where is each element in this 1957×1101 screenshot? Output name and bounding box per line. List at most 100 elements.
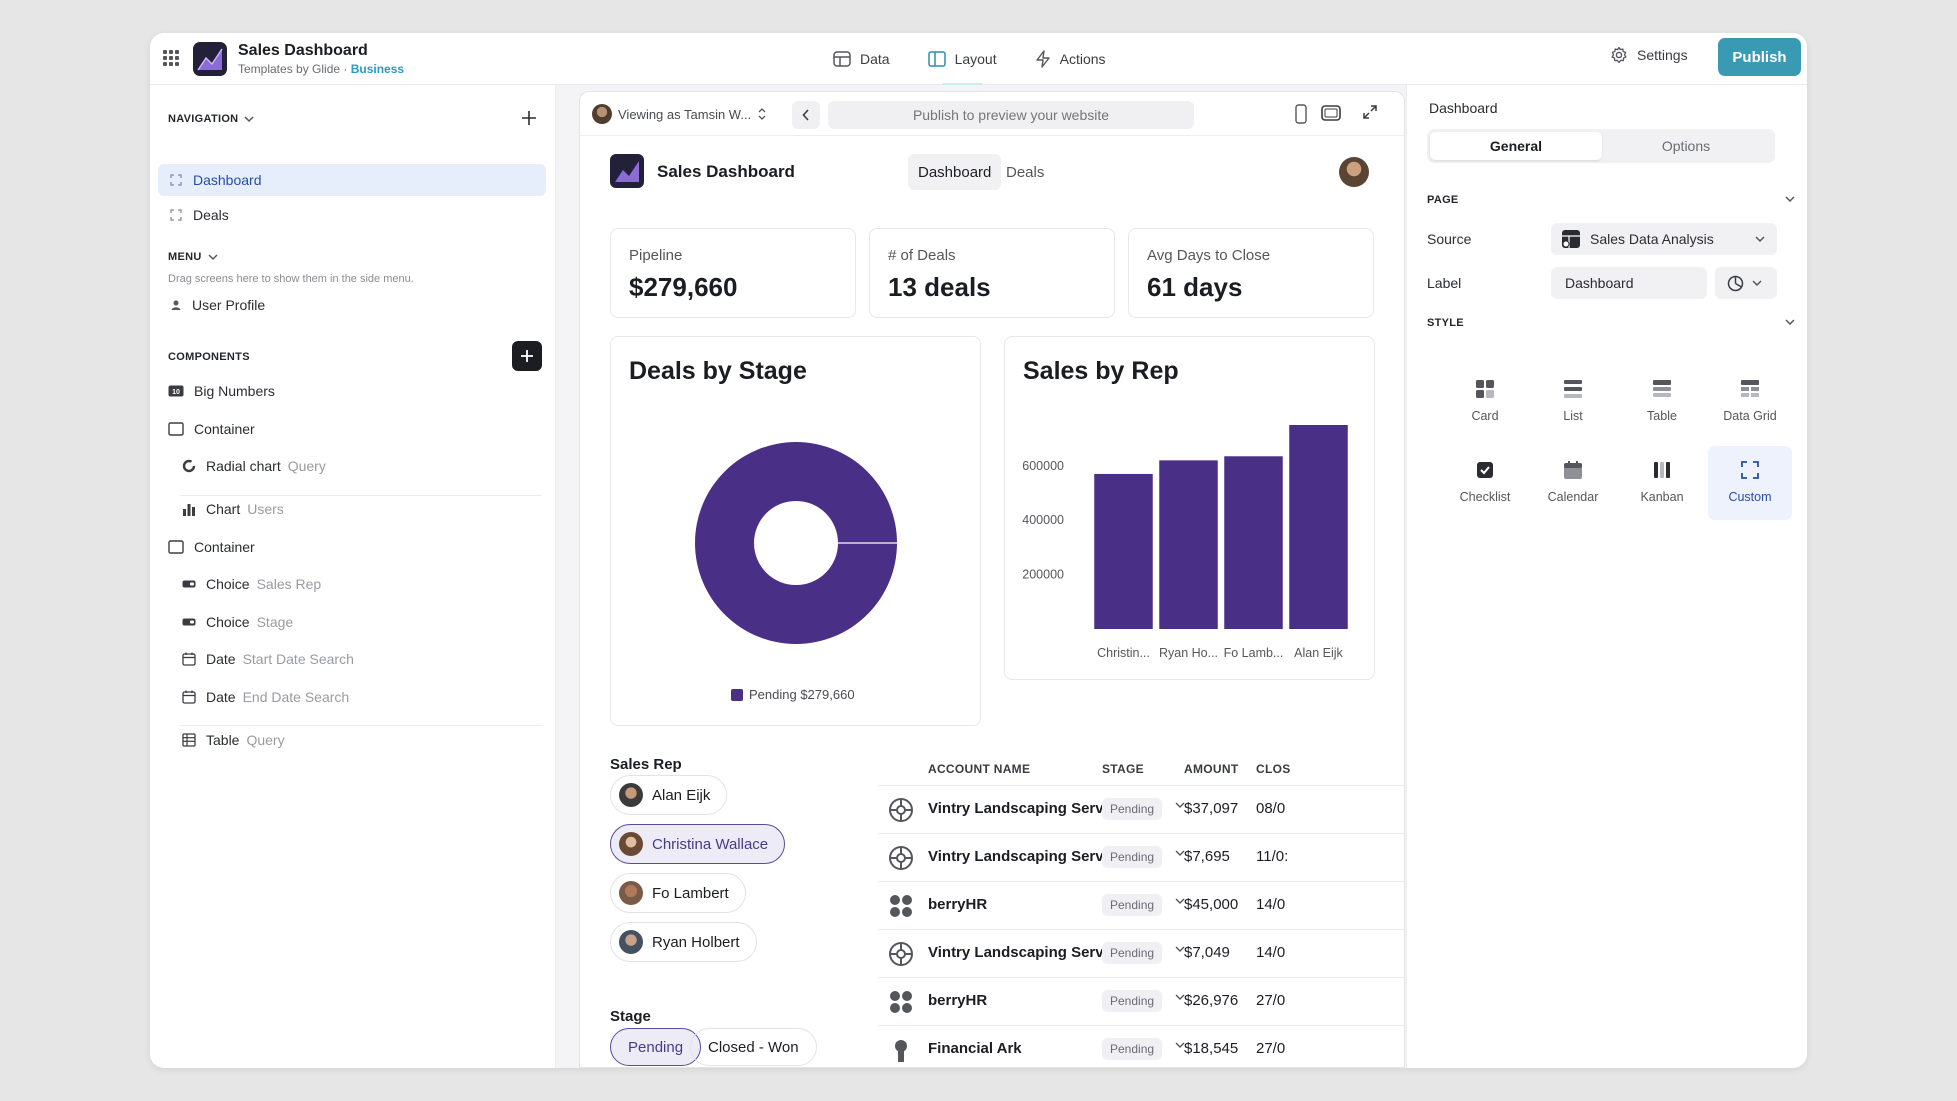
table-row[interactable]: Vintry Landscaping Services Pending $7,695… (878, 833, 1404, 881)
stage-chip-pending[interactable]: Pending (610, 1028, 702, 1066)
stage-pill[interactable]: Pending (1102, 846, 1163, 868)
avatar (619, 930, 643, 954)
app-title: Sales Dashboard (238, 42, 368, 59)
source-select[interactable]: Sales Data Analysis (1551, 223, 1777, 255)
column-header-amount[interactable]: AMOUNT (1184, 762, 1239, 776)
component-container[interactable]: Container (168, 539, 255, 555)
menu-item-user-profile[interactable]: User Profile (170, 297, 265, 313)
component-choice-sales-rep[interactable]: Choice Sales Rep (182, 576, 321, 592)
tab-dashboard[interactable]: Dashboard (908, 154, 1002, 190)
component-chart[interactable]: Chart Users (182, 501, 284, 517)
style-data-grid[interactable]: Data Grid (1708, 365, 1792, 439)
add-screen-icon[interactable] (520, 109, 538, 127)
style-table[interactable]: Table (1620, 365, 1704, 439)
column-header-stage[interactable]: STAGE (1102, 762, 1144, 776)
column-header-close[interactable]: CLOS (1256, 762, 1291, 776)
viewing-as-selector[interactable]: Viewing as Tamsin W... (592, 104, 767, 124)
expand-icon[interactable] (1362, 104, 1378, 120)
rep-chip-ryan-holbert[interactable]: Ryan Holbert (610, 922, 757, 962)
navigation-section-header[interactable]: NAVIGATION (168, 113, 254, 125)
nav-actions[interactable]: Actions (1035, 33, 1106, 85)
style-custom[interactable]: Custom (1708, 446, 1792, 520)
tab-deals[interactable]: Deals (1006, 163, 1045, 181)
stage-pill[interactable]: Pending (1102, 894, 1163, 916)
chevron-down-icon[interactable] (1785, 196, 1795, 203)
chevron-down-icon[interactable] (1175, 994, 1185, 1001)
component-source: Query (287, 458, 326, 474)
chevron-down-icon[interactable] (1175, 850, 1185, 857)
back-button[interactable] (792, 101, 820, 129)
bar[interactable] (1159, 460, 1218, 629)
user-avatar[interactable] (1339, 157, 1369, 187)
publish-button[interactable]: Publish (1718, 38, 1801, 76)
tab-general[interactable]: General (1430, 132, 1602, 160)
nav-item-deals[interactable]: Deals (158, 199, 546, 231)
nav-data[interactable]: Data (833, 33, 890, 85)
chevron-down-icon[interactable] (1785, 319, 1795, 326)
component-date-end[interactable]: Date End Date Search (182, 689, 349, 705)
svg-text:10: 10 (172, 389, 180, 396)
chevron-down-icon[interactable] (1175, 802, 1185, 809)
settings-button[interactable]: Settings (1610, 46, 1688, 64)
table-row[interactable]: berryHR Pending $45,000 14/0 (878, 881, 1404, 929)
style-calendar[interactable]: Calendar (1531, 446, 1615, 520)
table-row[interactable]: Financial Ark Pending $18,545 27/0 (878, 1025, 1404, 1067)
component-big-numbers[interactable]: 10 Big Numbers (168, 383, 275, 399)
lightning-icon (1035, 50, 1050, 68)
preview-url-field[interactable] (828, 101, 1194, 129)
menu-item-label: User Profile (192, 297, 266, 313)
nav-layout[interactable]: Layout (927, 33, 997, 86)
stage-pill[interactable]: Pending (1102, 798, 1163, 820)
tab-options[interactable]: Options (1661, 138, 1711, 154)
style-checklist[interactable]: Checklist (1443, 446, 1527, 520)
bar[interactable] (1094, 473, 1153, 629)
apps-grid-icon[interactable] (163, 50, 179, 66)
style-card[interactable]: Card (1443, 365, 1527, 439)
label-icon-picker[interactable] (1715, 267, 1777, 299)
style-kanban[interactable]: Kanban (1620, 446, 1704, 520)
component-source: End Date Search (242, 689, 350, 705)
pie-slice[interactable] (695, 442, 897, 644)
bar[interactable] (1289, 425, 1348, 629)
chevron-down-icon[interactable] (1175, 946, 1185, 953)
component-source: Start Date Search (242, 651, 354, 667)
table-row[interactable]: Vintry Landscaping Services Pending $7,049… (878, 929, 1404, 977)
style-label: Custom (1728, 490, 1772, 504)
amount: $26,976 (1184, 992, 1239, 1009)
page-section-header[interactable]: PAGE (1427, 194, 1459, 206)
stage-chip-closed-won[interactable]: Closed - Won (690, 1028, 817, 1066)
table-row[interactable]: Vintry Landscaping Services Pending $37,09… (878, 785, 1404, 833)
mobile-view-icon[interactable] (1294, 104, 1308, 124)
component-label: Chart (206, 501, 241, 517)
y-tick-label: 600000 (1022, 459, 1064, 473)
menu-section-header[interactable]: MENU (168, 251, 218, 263)
chevron-down-icon (244, 115, 254, 122)
rep-chip-christina-wallace[interactable]: Christina Wallace (610, 824, 786, 864)
chevron-down-icon[interactable] (1175, 1042, 1185, 1049)
screen-icon (170, 174, 182, 186)
stage-pill[interactable]: Pending (1102, 990, 1163, 1012)
add-component-button[interactable] (512, 341, 542, 371)
component-radial-chart[interactable]: Radial chart Query (182, 458, 326, 474)
label-input[interactable]: Dashboard (1551, 267, 1707, 299)
app-logo[interactable] (193, 42, 227, 76)
rep-chip-fo-lambert[interactable]: Fo Lambert (610, 873, 746, 913)
component-choice-stage[interactable]: Choice Stage (182, 614, 293, 630)
data-grid-icon (1741, 380, 1759, 397)
style-section-header[interactable]: STYLE (1427, 317, 1464, 329)
rep-chip-alan-eijk[interactable]: Alan Eijk (610, 775, 728, 815)
component-date-start[interactable]: Date Start Date Search (182, 651, 354, 667)
nav-item-dashboard[interactable]: Dashboard (158, 164, 546, 196)
chevron-down-icon[interactable] (1175, 898, 1185, 905)
stage-pill[interactable]: Pending (1102, 942, 1163, 964)
style-list[interactable]: List (1531, 365, 1615, 439)
column-header-account[interactable]: ACCOUNT NAME (928, 762, 1031, 776)
stage-pill[interactable]: Pending (1102, 1038, 1163, 1060)
component-table[interactable]: Table Query (182, 732, 285, 748)
bar[interactable] (1224, 456, 1283, 629)
component-container[interactable]: Container (168, 421, 255, 437)
menu-hint: Drag screens here to show them in the si… (168, 273, 414, 285)
card-icon (1476, 380, 1494, 398)
tablet-view-icon[interactable] (1321, 104, 1341, 122)
table-row[interactable]: berryHR Pending $26,976 27/0 (878, 977, 1404, 1025)
